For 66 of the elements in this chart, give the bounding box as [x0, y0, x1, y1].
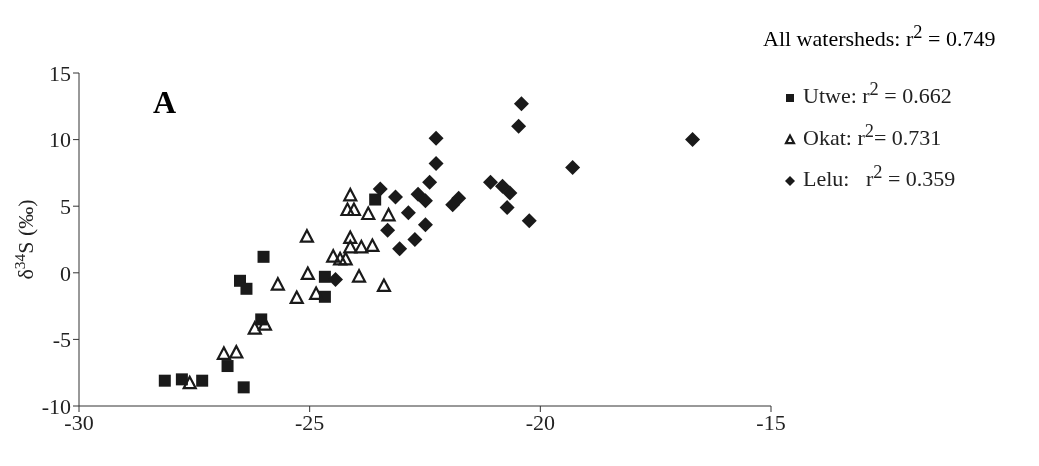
point [400, 205, 416, 221]
legend-label: Okat: r$^{2}$= 0.731 [803, 120, 942, 150]
point [521, 213, 537, 229]
point [451, 190, 467, 206]
point [376, 278, 392, 293]
point [318, 270, 331, 283]
point [495, 178, 510, 194]
y-tick-label: -5 [52, 327, 71, 353]
y-tick-label: 10 [49, 127, 71, 153]
point [483, 174, 499, 190]
point [237, 381, 250, 394]
point [365, 238, 380, 253]
point [299, 229, 314, 243]
point [369, 193, 382, 206]
point [247, 321, 262, 335]
point [513, 96, 529, 112]
point [381, 207, 396, 222]
point [182, 375, 197, 390]
point [338, 251, 353, 266]
point [354, 239, 369, 254]
point [361, 206, 376, 221]
point [392, 241, 408, 257]
point [257, 250, 270, 263]
point [270, 277, 285, 291]
point [380, 222, 396, 238]
point [328, 271, 343, 287]
point [300, 266, 315, 281]
point [511, 118, 527, 134]
annotation: A [153, 84, 177, 120]
point [289, 290, 304, 305]
point [499, 200, 515, 216]
point [343, 187, 358, 202]
point [351, 269, 367, 283]
point [428, 130, 444, 146]
x-tick-label: -20 [525, 409, 555, 435]
point [346, 202, 362, 217]
point [326, 249, 341, 263]
point [428, 156, 444, 172]
y-tick-label: 0 [60, 260, 71, 286]
legend-label: Lelu: r$^{2}$ = 0.359 [803, 161, 956, 191]
point [343, 239, 358, 254]
point [372, 181, 388, 197]
point [240, 282, 253, 295]
point [340, 202, 355, 217]
y-tick-label: 15 [49, 60, 71, 86]
point [196, 374, 209, 387]
legend-label: Utwe: r$^{2}$ = 0.662 [803, 79, 952, 109]
x-tick-label: -15 [756, 409, 786, 435]
point [221, 360, 234, 373]
x-tick-label: -25 [295, 409, 325, 435]
point [417, 193, 433, 209]
point [685, 132, 701, 148]
point [216, 346, 231, 360]
point [417, 217, 433, 233]
text: All watersheds: r$^{2}$ = 0.749 [763, 22, 996, 52]
point [422, 174, 438, 190]
y-tick-label: 5 [60, 194, 71, 220]
point [343, 230, 358, 245]
point [175, 373, 188, 386]
point [229, 345, 244, 359]
point [502, 185, 518, 201]
point [158, 374, 171, 387]
point [387, 189, 403, 205]
point [407, 232, 423, 247]
point [565, 160, 581, 176]
point [333, 251, 348, 266]
